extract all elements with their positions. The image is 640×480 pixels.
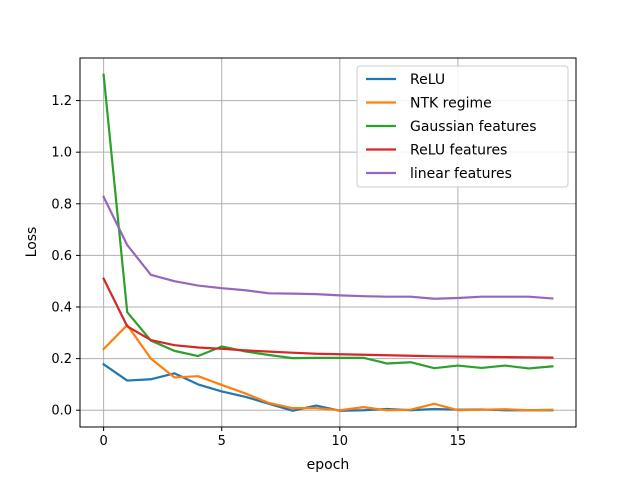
x-tick-label: 5 [218,434,226,449]
y-axis-label: Loss [24,227,40,258]
series-lines [102,73,554,412]
x-tick-label: 0 [99,434,107,449]
y-axis-ticks: 0.0 0.2 0.4 0.6 0.8 1.0 1.2 [51,94,80,419]
x-tick-label: 15 [450,434,467,449]
legend-label-ntk-regime: NTK regime [410,96,492,112]
series-line-linear-features [102,195,554,300]
y-tick-label: 1.2 [51,94,72,109]
x-axis-label: epoch [307,457,350,473]
x-axis-ticks: 0 5 10 15 [99,427,466,449]
legend-label-relu: ReLU [410,72,445,88]
legend-label-gaussian-features: Gaussian features [410,119,537,135]
series-line-relu-features [102,277,554,359]
x-tick-label: 10 [332,434,349,449]
y-tick-label: 0.2 [51,352,72,367]
legend-label-relu-features: ReLU features [410,143,507,159]
y-tick-label: 0.0 [51,404,72,419]
y-tick-label: 0.6 [51,249,72,264]
legend-label-linear-features: linear features [410,166,512,182]
y-tick-label: 0.8 [51,197,72,212]
legend: ReLU NTK regime Gaussian features ReLU feat… [356,65,569,188]
series-line-gaussian-features [102,73,554,370]
y-tick-label: 0.4 [51,301,72,316]
plot-frame [79,57,577,428]
series-line-ntk-regime [102,323,554,412]
legend-items: ReLU NTK regime Gaussian features ReLU feat… [366,72,537,182]
y-tick-label: 1.0 [51,146,72,161]
legend-box [356,65,569,188]
